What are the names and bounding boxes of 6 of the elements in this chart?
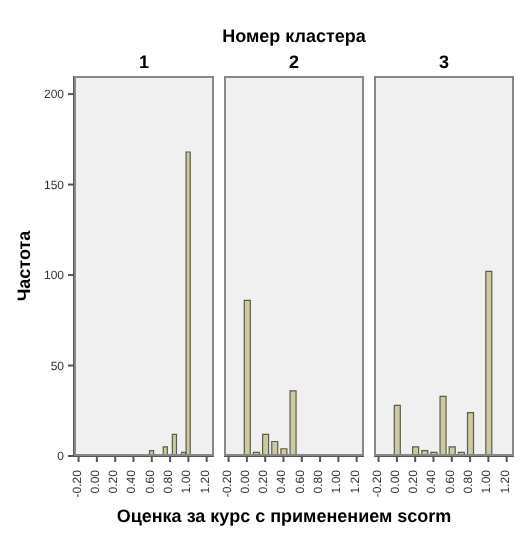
chart-title: 3 [436, 52, 451, 72]
chart-title: 2 [286, 52, 301, 72]
x-axis-title: Оценка за курс с применением scorm [114, 506, 454, 526]
chart-subtitle: Номер кластера [220, 26, 368, 46]
chart-title: 1 [136, 52, 151, 72]
y-axis-title: Частота [14, 228, 36, 306]
